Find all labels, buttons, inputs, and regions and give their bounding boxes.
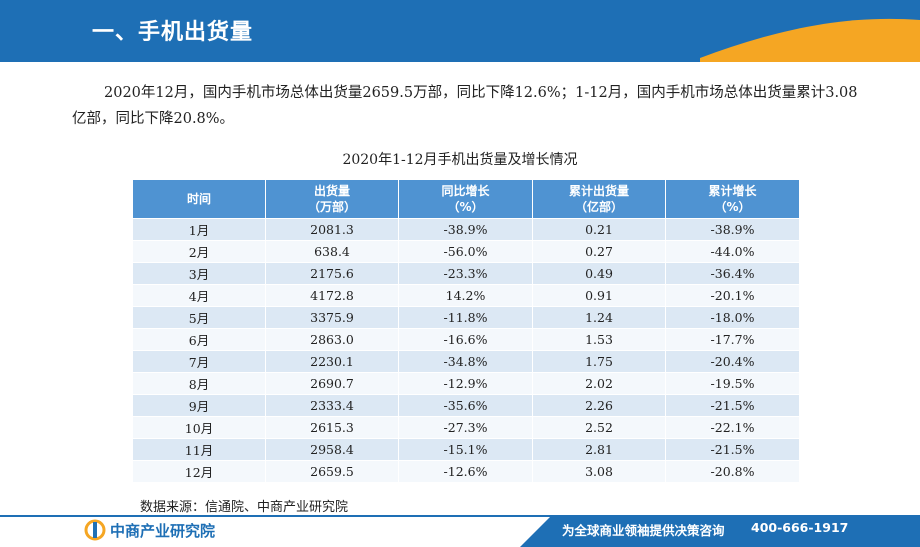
cell-yoy-growth: -12.6% (398, 460, 533, 483)
table-row: 6月 2863.0 -16.6% 1.53 -17.7% (132, 328, 800, 351)
page-title: 一、手机出货量 (92, 20, 254, 45)
cell-yoy-growth: -35.6% (398, 394, 533, 417)
cell-cumulative-shipments: 0.21 (532, 218, 666, 241)
table-title: 2020年1-12月手机出货量及增长情况 (342, 152, 578, 168)
header-yoy-growth: 同比增长 （%） (398, 179, 533, 219)
cell-yoy-growth: 14.2% (398, 284, 533, 307)
logo-text: 中商产业研究院 (110, 521, 216, 540)
cell-shipments: 638.4 (265, 240, 399, 263)
footer-divider (0, 515, 920, 517)
cell-cumulative-growth: -21.5% (665, 394, 800, 417)
cell-cumulative-shipments: 1.24 (532, 306, 666, 329)
cell-cumulative-shipments: 0.27 (532, 240, 666, 263)
cell-cumulative-growth: -20.1% (665, 284, 800, 307)
cell-shipments: 2175.6 (265, 262, 399, 285)
cell-yoy-growth: -12.9% (398, 372, 533, 395)
cell-shipments: 3375.9 (265, 306, 399, 329)
table-header-row: 时间 出货量 （万部） 同比增长 （%） 累计出货量 （亿部） 累计增长 （%） (132, 179, 800, 219)
cell-yoy-growth: -23.3% (398, 262, 533, 285)
table-row: 1月 2081.3 -38.9% 0.21 -38.9% (132, 218, 800, 241)
header-bar: 一、手机出货量 (0, 0, 920, 62)
cell-cumulative-growth: -21.5% (665, 438, 800, 461)
table-body: 1月 2081.3 -38.9% 0.21 -38.9% 2月 638.4 -56.0% 0.2… (132, 218, 800, 483)
cell-month: 3月 (132, 262, 266, 285)
cell-cumulative-shipments: 0.49 (532, 262, 666, 285)
table-row: 10月 2615.3 -27.3% 2.52 -22.1% (132, 416, 800, 439)
cell-shipments: 2333.4 (265, 394, 399, 417)
table-row: 11月 2958.4 -15.1% 2.81 -21.5% (132, 438, 800, 461)
cell-cumulative-growth: -19.5% (665, 372, 800, 395)
header-shipments: 出货量 （万部） (265, 179, 399, 219)
cell-yoy-growth: -56.0% (398, 240, 533, 263)
cell-cumulative-shipments: 1.75 (532, 350, 666, 373)
header-background (0, 0, 920, 62)
table-row: 8月 2690.7 -12.9% 2.02 -19.5% (132, 372, 800, 395)
footer-slogan: 为全球商业领袖提供决策咨询 (562, 523, 725, 538)
cell-cumulative-growth: -17.7% (665, 328, 800, 351)
table-row: 4月 4172.8 14.2% 0.91 -20.1% (132, 284, 800, 307)
cell-cumulative-growth: -22.1% (665, 416, 800, 439)
cell-month: 10月 (132, 416, 266, 439)
cell-yoy-growth: -27.3% (398, 416, 533, 439)
zhongshang-logo-icon (84, 519, 106, 541)
cell-month: 8月 (132, 372, 266, 395)
cell-yoy-growth: -34.8% (398, 350, 533, 373)
cell-cumulative-growth: -38.9% (665, 218, 800, 241)
intro-text: 2020年12月，国内手机市场总体出货量2659.5万部，同比下降12.6%；1… (72, 85, 858, 127)
cell-yoy-growth: -38.9% (398, 218, 533, 241)
footer-phone: 400-666-1917 (751, 520, 849, 535)
cell-month: 1月 (132, 218, 266, 241)
cell-shipments: 2863.0 (265, 328, 399, 351)
cell-shipments: 2230.1 (265, 350, 399, 373)
cell-yoy-growth: -16.6% (398, 328, 533, 351)
cell-cumulative-shipments: 2.81 (532, 438, 666, 461)
shipment-table: 时间 出货量 （万部） 同比增长 （%） 累计出货量 （亿部） 累计增长 （%） 1月 2… (132, 179, 800, 483)
cell-yoy-growth: -15.1% (398, 438, 533, 461)
cell-shipments: 2690.7 (265, 372, 399, 395)
cell-month: 12月 (132, 460, 266, 483)
cell-month: 11月 (132, 438, 266, 461)
table-row: 5月 3375.9 -11.8% 1.24 -18.0% (132, 306, 800, 329)
data-source: 数据来源：信通院、中商产业研究院 (140, 500, 349, 515)
cell-month: 6月 (132, 328, 266, 351)
footer-band (520, 517, 920, 547)
table-row: 9月 2333.4 -35.6% 2.26 -21.5% (132, 394, 800, 417)
cell-yoy-growth: -11.8% (398, 306, 533, 329)
header-cumulative-growth: 累计增长 （%） (665, 179, 800, 219)
cell-cumulative-shipments: 2.26 (532, 394, 666, 417)
cell-shipments: 2081.3 (265, 218, 399, 241)
cell-month: 5月 (132, 306, 266, 329)
cell-cumulative-shipments: 2.52 (532, 416, 666, 439)
cell-cumulative-shipments: 0.91 (532, 284, 666, 307)
cell-cumulative-shipments: 1.53 (532, 328, 666, 351)
cell-cumulative-shipments: 3.08 (532, 460, 666, 483)
cell-shipments: 2615.3 (265, 416, 399, 439)
table-row: 3月 2175.6 -23.3% 0.49 -36.4% (132, 262, 800, 285)
cell-cumulative-growth: -36.4% (665, 262, 800, 285)
cell-shipments: 2659.5 (265, 460, 399, 483)
cell-cumulative-growth: -44.0% (665, 240, 800, 263)
cell-cumulative-growth: -20.4% (665, 350, 800, 373)
table-row: 2月 638.4 -56.0% 0.27 -44.0% (132, 240, 800, 263)
cell-month: 7月 (132, 350, 266, 373)
cell-cumulative-shipments: 2.02 (532, 372, 666, 395)
table-row: 12月 2659.5 -12.6% 3.08 -20.8% (132, 460, 800, 483)
header-cumulative-shipments: 累计出货量 （亿部） (532, 179, 666, 219)
cell-shipments: 4172.8 (265, 284, 399, 307)
header-time: 时间 (132, 179, 266, 219)
intro-paragraph: 2020年12月，国内手机市场总体出货量2659.5万部，同比下降12.6%；1… (72, 80, 862, 132)
cell-month: 4月 (132, 284, 266, 307)
cell-month: 2月 (132, 240, 266, 263)
cell-shipments: 2958.4 (265, 438, 399, 461)
table-row: 7月 2230.1 -34.8% 1.75 -20.4% (132, 350, 800, 373)
cell-month: 9月 (132, 394, 266, 417)
footer-logo: 中商产业研究院 (84, 517, 215, 543)
cell-cumulative-growth: -18.0% (665, 306, 800, 329)
cell-cumulative-growth: -20.8% (665, 460, 800, 483)
